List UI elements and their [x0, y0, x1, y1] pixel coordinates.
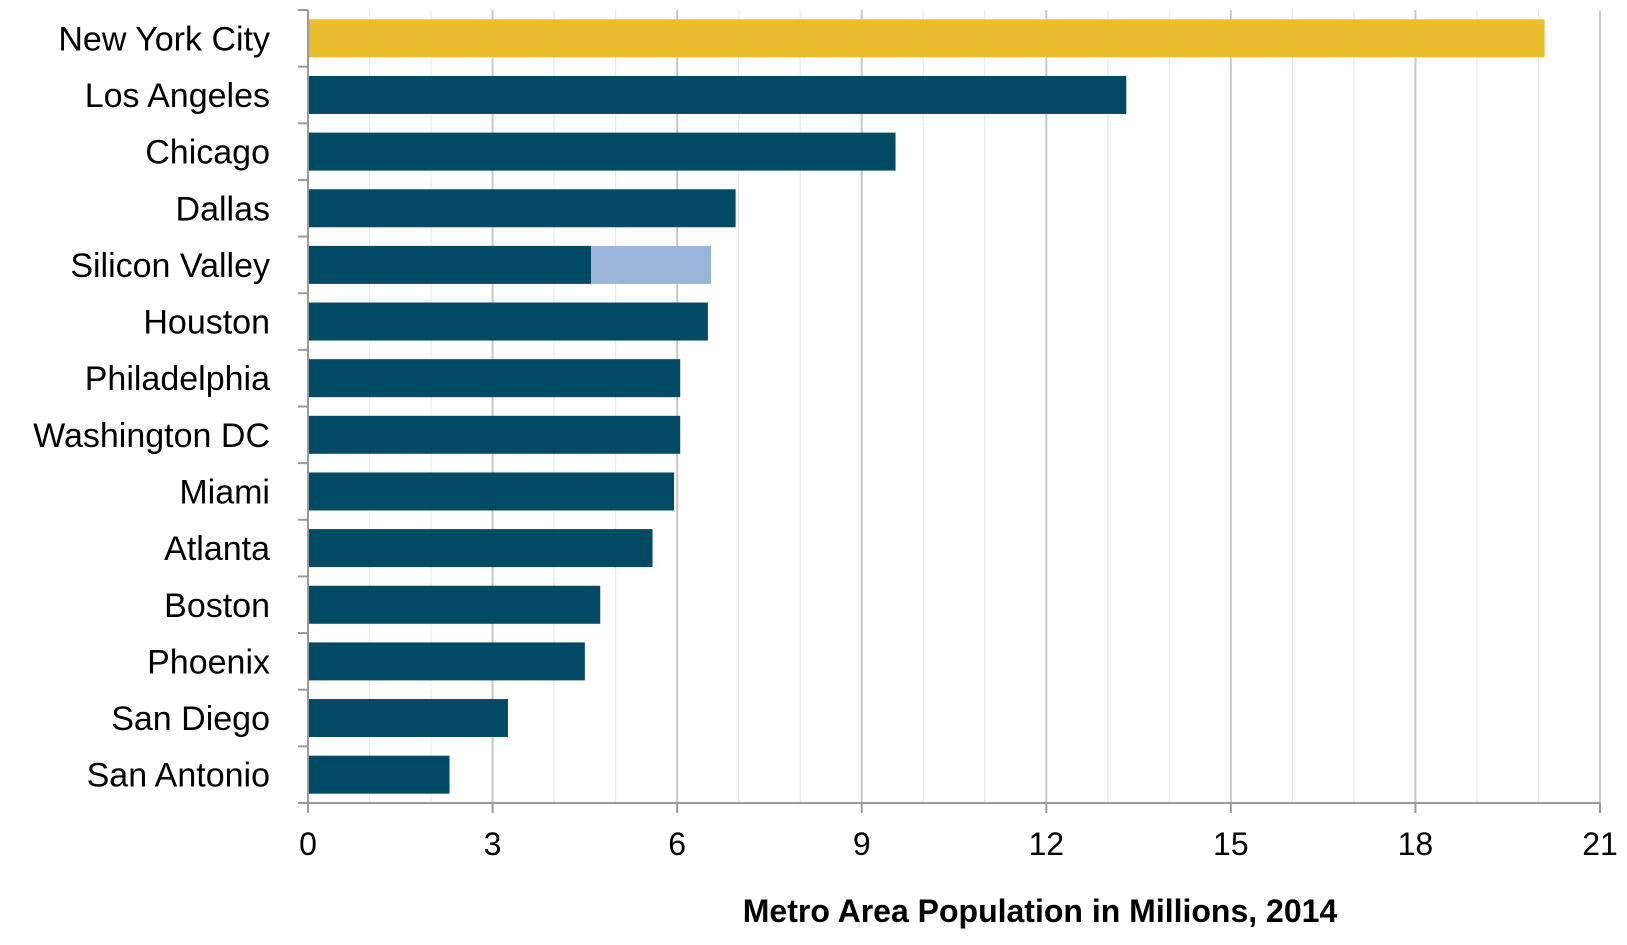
category-label: Atlanta [164, 530, 270, 568]
x-tick-label: 21 [1582, 826, 1618, 862]
bar-philadelphia [308, 359, 681, 398]
bar-silicon-valley-segment-2 [591, 245, 711, 284]
bar-washington-dc [308, 415, 681, 454]
bar-los-angeles [308, 75, 1127, 114]
grid-lines [368, 10, 1601, 803]
x-axis-title: Metro Area Population in Millions, 2014 [743, 893, 1338, 929]
x-tick-label: 18 [1398, 826, 1434, 862]
category-label: Dallas [176, 190, 270, 228]
bar-san-diego [308, 699, 508, 738]
category-label: Boston [164, 587, 270, 625]
category-label: Philadelphia [85, 360, 270, 398]
bar-phoenix [308, 642, 585, 681]
category-label: San Antonio [87, 757, 270, 795]
category-label: Miami [179, 473, 270, 511]
bar-miami [308, 472, 675, 511]
category-label: Houston [143, 304, 270, 342]
bar-chicago [308, 132, 896, 171]
category-label: Silicon Valley [70, 247, 270, 285]
bar-houston [308, 302, 708, 341]
category-label: Los Angeles [85, 77, 270, 115]
x-tick-label: 3 [484, 826, 502, 862]
bar-silicon-valley [308, 245, 592, 284]
x-tick-label: 15 [1213, 826, 1249, 862]
category-label: Chicago [145, 134, 270, 172]
bar-dallas [308, 189, 736, 228]
bars [308, 19, 1545, 794]
category-label: San Diego [111, 700, 270, 738]
x-tick-label: 9 [853, 826, 871, 862]
category-label: Phoenix [147, 643, 270, 681]
category-label: Washington DC [33, 417, 270, 455]
x-tick-label: 6 [668, 826, 686, 862]
bar-san-antonio [308, 755, 450, 794]
axes [298, 9, 1601, 813]
category-labels: New York City Los Angeles Chicago Dallas Sil… [33, 20, 270, 794]
bar-new-york-city [308, 19, 1545, 58]
category-label: New York City [58, 20, 270, 58]
x-tick-labels: 0 3 6 9 12 15 18 21 [299, 826, 1618, 862]
bar-atlanta [308, 529, 653, 568]
x-tick-label: 12 [1028, 826, 1064, 862]
bar-boston [308, 585, 601, 624]
x-tick-label: 0 [299, 826, 317, 862]
